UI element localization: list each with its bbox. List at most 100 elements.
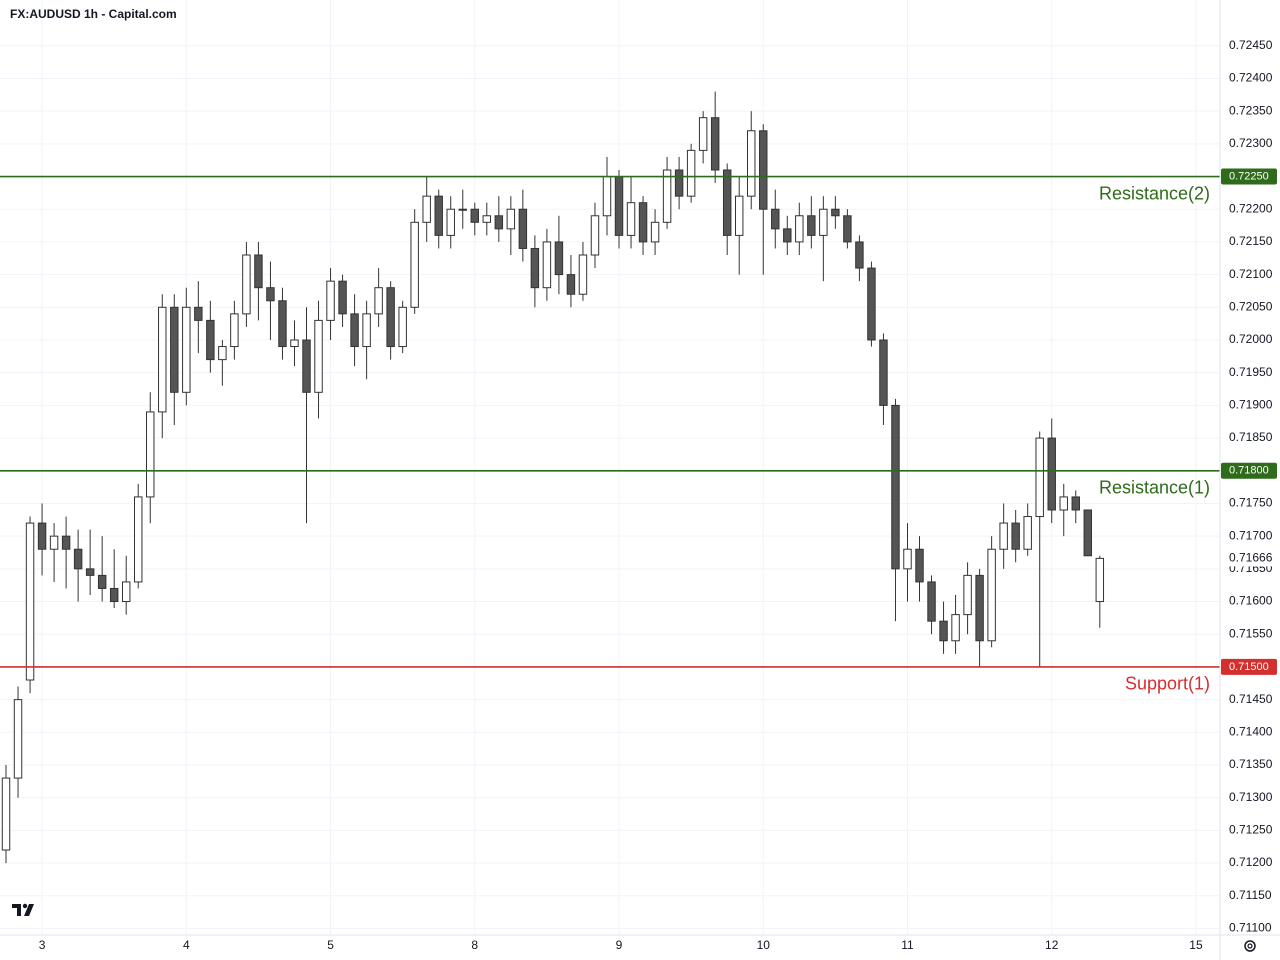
y-tick-label: 0.72350	[1229, 103, 1273, 117]
x-tick-label: 11	[901, 938, 914, 952]
candle-body	[350, 313, 359, 348]
y-tick-label: 0.71950	[1229, 365, 1273, 379]
y-tick-label: 0.71900	[1229, 398, 1273, 412]
candle-body	[650, 221, 660, 243]
candle-body	[759, 130, 768, 210]
candle-body	[975, 574, 984, 642]
candles	[1, 91, 1105, 864]
candle-body	[542, 241, 552, 289]
candle-body	[807, 215, 816, 236]
candle-body	[290, 339, 299, 348]
candle-body	[146, 411, 155, 498]
candle-body	[566, 274, 576, 295]
y-tick-label: 0.71250	[1229, 823, 1273, 837]
level-tag	[1221, 168, 1277, 185]
candle-body	[783, 228, 792, 243]
candle-body	[987, 548, 996, 642]
y-tick-label: 0.71300	[1229, 790, 1273, 804]
x-tick-label: 12	[1045, 938, 1059, 952]
candle-body	[121, 581, 131, 603]
last-price-label: 0.71666	[1229, 551, 1273, 565]
y-tick-label: 0.71850	[1229, 430, 1273, 444]
y-tick-label: 0.71550	[1229, 626, 1273, 640]
candle-body	[194, 306, 203, 321]
candle-body	[458, 208, 467, 211]
candle-body	[109, 587, 119, 603]
y-tick-label: 0.72400	[1229, 71, 1273, 85]
candle-body	[362, 313, 371, 348]
y-tick-label: 0.71200	[1229, 855, 1273, 869]
candle-body	[1, 777, 11, 851]
candle-body	[37, 522, 47, 550]
candle-body	[1059, 496, 1068, 511]
candle-body	[674, 169, 684, 197]
level-tag-label: 0.72250	[1229, 170, 1269, 182]
candle-body	[326, 280, 335, 321]
level-label: Support(1)	[1125, 674, 1210, 694]
y-tick-label: 0.71100	[1229, 921, 1272, 935]
candle-body	[843, 215, 852, 243]
candle-body	[638, 202, 648, 243]
candle-body	[386, 287, 395, 348]
candle-body	[170, 306, 179, 393]
candle-body	[578, 254, 588, 295]
candle-body	[482, 215, 492, 223]
candle-body	[218, 346, 227, 361]
candle-body	[903, 548, 912, 570]
candle-body	[590, 215, 600, 256]
candle-body	[73, 548, 83, 570]
y-tick-label: 0.71150	[1229, 888, 1272, 902]
candle-body	[97, 574, 107, 589]
x-tick-label: 10	[757, 938, 771, 952]
candle-body	[951, 614, 960, 642]
candle-body	[1083, 509, 1093, 557]
logo	[12, 903, 34, 916]
candle-body	[158, 306, 167, 413]
candle-body	[927, 581, 936, 622]
candle-body	[795, 215, 804, 243]
candle-body	[1011, 522, 1020, 550]
candle-body	[206, 319, 215, 361]
candle-body	[662, 169, 672, 223]
y-tick-label: 0.71700	[1229, 528, 1273, 542]
candle-body	[710, 117, 720, 171]
level-tag-label: 0.71500	[1229, 661, 1269, 673]
candle-body	[434, 195, 443, 236]
candle-body	[686, 149, 696, 197]
x-tick-label: 9	[616, 938, 623, 952]
settings-icon[interactable]	[1244, 940, 1256, 952]
y-tick-label: 0.71600	[1229, 594, 1273, 608]
candle-body	[939, 620, 948, 642]
candle-body	[182, 306, 191, 393]
x-tick-label: 3	[39, 938, 46, 952]
candle-body	[278, 300, 287, 348]
candle-body	[314, 319, 323, 393]
candle-body	[422, 195, 431, 223]
candle-body	[302, 339, 311, 393]
candle-body	[891, 404, 900, 570]
candle-body	[1023, 516, 1032, 550]
candle-body	[698, 117, 708, 151]
candle-body	[722, 169, 732, 236]
candle-body	[999, 522, 1008, 550]
candle-body	[530, 247, 540, 289]
candle-body	[242, 254, 251, 315]
y-tick-label: 0.72100	[1229, 267, 1273, 281]
candle-body	[915, 548, 924, 583]
candle-body	[410, 221, 419, 308]
level-label: Resistance(1)	[1099, 478, 1210, 498]
y-tick-label: 0.71750	[1229, 496, 1273, 510]
y-tick-label: 0.72150	[1229, 234, 1273, 248]
y-tick-label: 0.72300	[1229, 136, 1273, 150]
candle-body	[494, 215, 504, 230]
candle-body	[626, 202, 636, 236]
candle-body	[398, 306, 407, 348]
level-tag	[1221, 462, 1277, 479]
chart-title: FX:AUDUSD 1h - Capital.com	[10, 7, 177, 21]
x-tick-label: 15	[1189, 938, 1203, 952]
candle-body	[614, 176, 624, 236]
y-tick-label: 0.71350	[1229, 757, 1273, 771]
candle-body	[771, 208, 780, 230]
candle-body	[867, 267, 876, 341]
